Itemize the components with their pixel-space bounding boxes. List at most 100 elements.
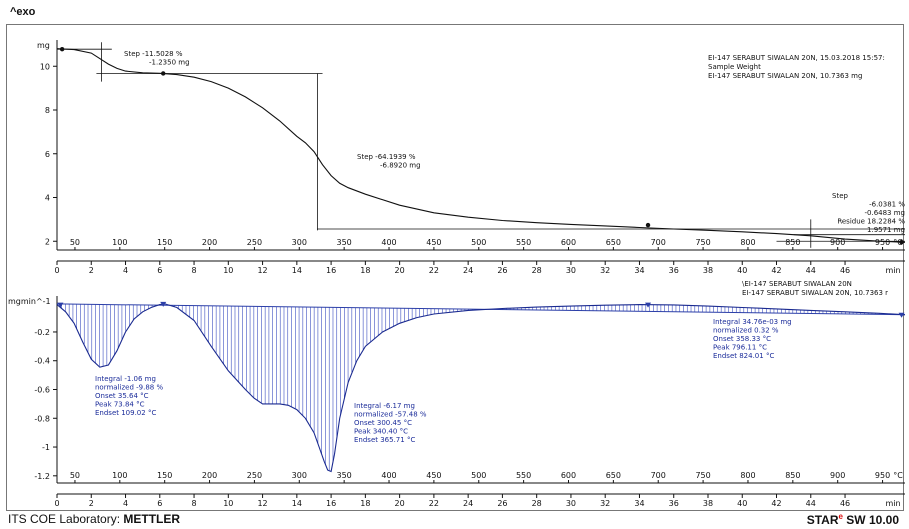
p2-temp-tick-label: 550 — [516, 471, 531, 480]
p2-time-tick-label: 32 — [600, 499, 610, 508]
p1-y-tick-label: 2 — [45, 237, 50, 246]
p2-annotation-text: Integral -6.17 mg — [354, 402, 415, 410]
p1-time-unit: min — [885, 266, 900, 275]
p2-time-tick-label: 10 — [223, 499, 233, 508]
p2-temp-tick-label: 800 — [740, 471, 755, 480]
p1-time-tick-label: 32 — [600, 266, 610, 275]
p2-time-tick-label: 12 — [257, 499, 267, 508]
p2-annotation-text: Onset 358.33 °C — [713, 335, 771, 343]
p2-time-tick-label: 8 — [192, 499, 197, 508]
p1-data-marker — [899, 239, 904, 245]
p2-annotation-text: Endset 824.01 °C — [713, 352, 774, 360]
p2-time-tick-label: 4 — [123, 499, 128, 508]
chart-frame — [6, 24, 904, 511]
p1-temp-tick-label: 600 — [561, 238, 576, 247]
p2-time-tick-label: 38 — [703, 499, 713, 508]
p2-annotation-text: Endset 109.02 °C — [95, 409, 156, 417]
p2-temp-tick-label: 750 — [695, 471, 710, 480]
p2-temp-tick-label: 250 — [247, 471, 262, 480]
p1-y-label: mg — [37, 41, 50, 50]
p1-time-tick-label: 20 — [395, 266, 405, 275]
p1-time-tick-label: 44 — [806, 266, 816, 275]
p2-time-tick-label: 20 — [395, 499, 405, 508]
p2-series-line — [56, 303, 906, 473]
p1-time-tick-label: 18 — [360, 266, 370, 275]
p2-temp-tick-label: 500 — [471, 471, 486, 480]
p1-temp-tick-label: 50 — [70, 238, 80, 247]
p2-temp-tick-label: 400 — [381, 471, 396, 480]
p1-temp-tick-label: 100 — [112, 238, 127, 247]
p2-time-tick-label: 46 — [840, 499, 850, 508]
p2-time-tick-label: 44 — [806, 499, 816, 508]
p1-time-tick-label: 14 — [292, 266, 302, 275]
p2-temp-unit: °C — [893, 471, 903, 480]
p1-temp-tick-label: 550 — [516, 238, 531, 247]
p1-annotation-text: -6.0381 % — [869, 201, 905, 209]
p1-annotation-text: -6.8920 mg — [380, 162, 421, 170]
p2-annotation-text: normalized -9.88 % — [95, 384, 163, 392]
p2-annotation-text: Onset 300.45 °C — [354, 419, 412, 427]
p1-annotation-text: -1.2350 mg — [149, 59, 190, 67]
p1-annotation-text: -0.6483 mg — [864, 209, 905, 217]
p1-time-tick-label: 2 — [89, 266, 94, 275]
p2-time-tick-label: 36 — [669, 499, 679, 508]
p1-temp-tick-label: 850 — [785, 238, 800, 247]
p1-temp-tick-label: 950 — [875, 238, 890, 247]
p1-time-tick-label: 6 — [157, 266, 162, 275]
p2-annotation-text: Integral -1.06 mg — [95, 375, 156, 383]
p1-time-tick-label: 30 — [566, 266, 576, 275]
p1-time-tick-label: 42 — [771, 266, 781, 275]
p1-time-tick-label: 26 — [497, 266, 507, 275]
p1-time-tick-label: 24 — [463, 266, 473, 275]
p1-time-tick-label: 28 — [532, 266, 542, 275]
p1-temp-tick-label: 450 — [426, 238, 441, 247]
footer-brand: METTLER — [123, 512, 181, 526]
p2-annotation-text: normalized 0.32 % — [713, 327, 779, 335]
p2-time-tick-label: 2 — [89, 499, 94, 508]
p2-temp-tick-label: 100 — [112, 471, 127, 480]
footer-sw: SW 10.00 — [842, 513, 899, 527]
p2-time-unit: min — [885, 499, 900, 508]
p2-temp-tick-label: 150 — [157, 471, 172, 480]
p1-time-tick-label: 38 — [703, 266, 713, 275]
p2-time-tick-label: 28 — [532, 499, 542, 508]
p1-time-tick-label: 36 — [669, 266, 679, 275]
p1-data-marker — [645, 222, 651, 228]
p2-temp-tick-label: 50 — [70, 471, 80, 480]
p1-temp-tick-label: 700 — [651, 238, 666, 247]
p2-time-tick-label: 16 — [326, 499, 336, 508]
p2-temp-tick-label: 450 — [426, 471, 441, 480]
p2-y-tick-label: -0.8 — [34, 414, 50, 423]
p2-time-tick-label: 40 — [737, 499, 747, 508]
p1-legend-text: EI-147 SERABUT SIWALAN 20N, 10.7363 mg — [708, 72, 862, 80]
p2-temp-tick-label: 300 — [292, 471, 307, 480]
p2-temp-tick-label: 350 — [337, 471, 352, 480]
p2-time-tick-label: 0 — [54, 499, 59, 508]
p2-annotation-text: Peak 73.84 °C — [95, 401, 145, 409]
p2-annotation-text: normalized -57.48 % — [354, 411, 427, 419]
footer-software: STARe SW 10.00 — [807, 512, 899, 527]
p2-annotation-text: Onset 35.64 °C — [95, 392, 149, 400]
p1-y-tick-label: 4 — [45, 194, 50, 203]
p1-temp-tick-label: 300 — [292, 238, 307, 247]
p2-temp-tick-label: 850 — [785, 471, 800, 480]
p1-time-tick-label: 4 — [123, 266, 128, 275]
p1-annotation-text: 1.9571 mg — [867, 226, 905, 234]
p2-time-tick-label: 42 — [771, 499, 781, 508]
p2-y-tick-label: -1.2 — [34, 472, 50, 481]
p1-time-tick-label: 0 — [54, 266, 59, 275]
p1-temp-tick-label: 200 — [202, 238, 217, 247]
p1-time-tick-label: 40 — [737, 266, 747, 275]
p2-time-tick-label: 30 — [566, 499, 576, 508]
p2-time-tick-label: 18 — [360, 499, 370, 508]
p1-temp-tick-label: 900 — [830, 238, 845, 247]
p2-temp-tick-label: 700 — [651, 471, 666, 480]
p2-data-marker — [57, 302, 64, 308]
p1-temp-tick-label: 500 — [471, 238, 486, 247]
p2-temp-tick-label: 650 — [606, 471, 621, 480]
p1-annotation-text: Step -64.1939 % — [357, 153, 416, 161]
p2-time-tick-label: 14 — [292, 499, 302, 508]
p2-annotation-text: Endset 365.71 °C — [354, 436, 415, 444]
p2-time-tick-label: 22 — [429, 499, 439, 508]
p1-temp-tick-label: 650 — [606, 238, 621, 247]
